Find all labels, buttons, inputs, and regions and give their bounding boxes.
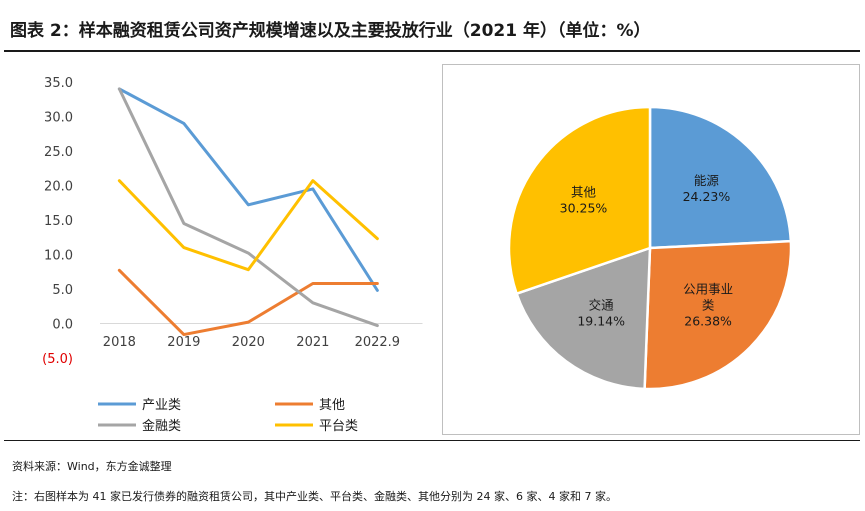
legend-label: 平台类	[319, 419, 358, 434]
pie-slice	[507, 105, 652, 296]
pie-slice	[643, 239, 793, 391]
series-line	[117, 179, 379, 272]
x-tick-label: 2021	[296, 335, 329, 350]
y-tick-label: 10.0	[44, 249, 73, 264]
pie-category-label: 其他	[571, 184, 597, 199]
page-title: 图表 2：样本融资租赁公司资产规模增速以及主要投放行业（2021 年）（单位：%…	[10, 21, 651, 41]
pie-value-label: 24.23%	[683, 189, 731, 204]
pie-category-label: 交通	[589, 298, 615, 313]
source-note: 资料来源：Wind，东方金诚整理	[12, 460, 172, 473]
pie-slice	[648, 105, 793, 250]
legend-label: 产业类	[142, 398, 181, 413]
y-tick-label: 30.0	[44, 111, 73, 126]
y-tick-label: 5.0	[52, 283, 73, 298]
x-tick-label: 2022.9	[355, 335, 401, 350]
bottom-divider	[4, 440, 860, 441]
top-divider	[4, 50, 860, 52]
series-line	[117, 268, 379, 337]
pie-chart-frame	[442, 64, 860, 435]
series-line	[117, 87, 379, 328]
x-tick-label: 2020	[232, 335, 265, 350]
pie-value-label: 19.14%	[577, 314, 625, 329]
series-line	[117, 87, 379, 292]
legend-label: 金融类	[142, 418, 181, 434]
y-tick-label: 0.0	[52, 318, 73, 333]
pie-category-label: 能源	[694, 173, 720, 188]
y-tick-label: 35.0	[44, 76, 73, 91]
footnote: 注：右图样本为 41 家已发行债券的融资租赁公司，其中产业类、平台类、金融类、其…	[12, 490, 617, 503]
x-tick-label: 2019	[167, 335, 200, 350]
pie-category-label: 公用事业	[683, 282, 733, 297]
x-tick-label: 2018	[103, 335, 136, 350]
pie-value-label: 26.38%	[684, 314, 732, 329]
pie-value-label: 30.25%	[560, 200, 608, 215]
legend-label: 其他	[319, 398, 345, 413]
y-tick-label: (5.0)	[42, 352, 73, 367]
y-tick-label: 15.0	[44, 214, 73, 229]
y-tick-label: 20.0	[44, 180, 73, 195]
y-tick-label: 25.0	[44, 145, 73, 160]
pie-category-label: 类	[702, 298, 715, 313]
line-chart: 35.0 30.0 25.0 20.0 15.0 10.0 5.0 0.0 (5.0) 2018 2…	[42, 76, 423, 434]
